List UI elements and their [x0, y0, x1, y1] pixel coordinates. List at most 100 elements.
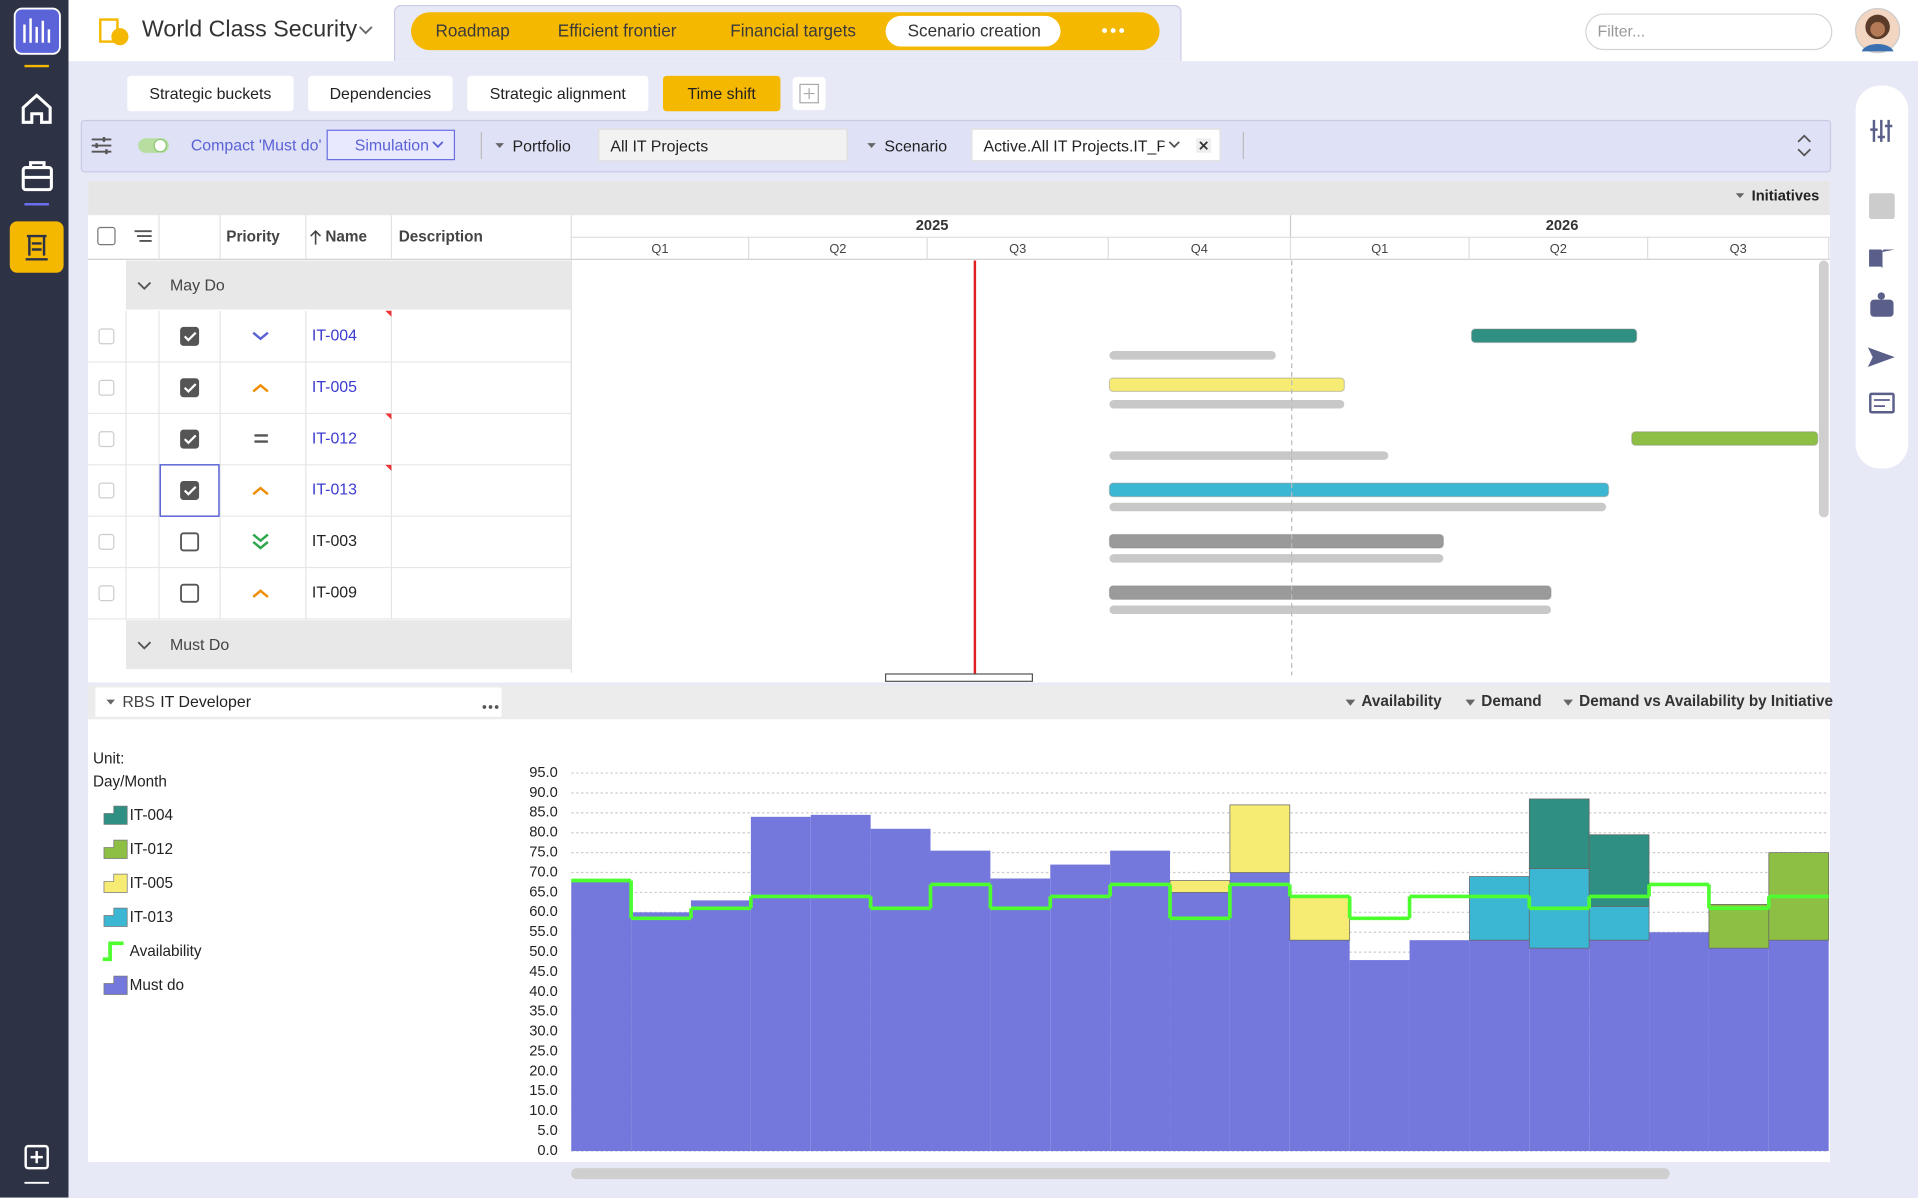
compact-toggle[interactable]: [137, 136, 171, 156]
portfolio-caret[interactable]: [494, 141, 506, 151]
range-handle[interactable]: [884, 673, 1034, 682]
tab-more[interactable]: [1098, 24, 1127, 36]
group-toggle[interactable]: [137, 281, 152, 290]
avatar[interactable]: [1854, 7, 1901, 54]
column-header[interactable]: Description: [399, 228, 483, 245]
in-scenario-checkbox[interactable]: [180, 532, 200, 552]
sidebar-icons: [9, 7, 64, 1184]
h-scrollbar[interactable]: [571, 1168, 1670, 1180]
rbs-caret[interactable]: [105, 697, 117, 707]
gantt-bar[interactable]: [1108, 377, 1345, 393]
unit-label: Unit:: [92, 749, 125, 767]
compact-label: Compact 'Must do': [190, 135, 322, 155]
priority-icon: [254, 434, 268, 443]
initiative-id[interactable]: IT-012: [312, 430, 357, 447]
select-all[interactable]: [97, 226, 116, 246]
quarter-label: Q4: [1191, 241, 1208, 256]
portfolio-select[interactable]: [598, 128, 848, 162]
initiative-id[interactable]: IT-013: [312, 482, 357, 499]
tree-icon: [134, 230, 152, 242]
bar-segment: [1229, 804, 1291, 873]
initiative-id[interactable]: IT-005: [312, 379, 357, 396]
column-header[interactable]: Name: [325, 228, 367, 245]
row-select[interactable]: [98, 585, 115, 602]
gantt-baseline: [1109, 502, 1607, 512]
in-scenario-checkbox[interactable]: [180, 429, 200, 449]
in-scenario-checkbox[interactable]: [180, 326, 200, 346]
bar-segment: [571, 880, 632, 1152]
menu-caret: [1465, 699, 1476, 706]
y-tick-label: 40.0: [529, 984, 558, 1000]
row-select[interactable]: [98, 379, 115, 396]
app-title: World Class Security: [141, 17, 358, 43]
y-tick-label: 65.0: [529, 884, 558, 900]
settings-icon[interactable]: [91, 135, 113, 157]
row-select[interactable]: [98, 482, 115, 499]
scenario-label: Scenario: [884, 136, 948, 156]
tab[interactable]: Scenario creation: [907, 20, 1041, 41]
add-tab[interactable]: [792, 77, 826, 111]
sidebar: [0, 0, 69, 1198]
separator: [480, 132, 482, 160]
row-select[interactable]: [98, 328, 115, 345]
legend-swatch: [103, 873, 128, 893]
tab[interactable]: Roadmap: [435, 20, 510, 41]
gantt-bar[interactable]: [1631, 431, 1819, 446]
menu[interactable]: Availability: [1361, 692, 1442, 710]
group-label: Must Do: [170, 637, 229, 654]
group-row: [125, 620, 572, 670]
collapse-toggle[interactable]: [1796, 132, 1813, 159]
priority-icon: [252, 533, 269, 550]
column-header[interactable]: Priority: [226, 228, 280, 245]
menu-caret: [1345, 699, 1356, 706]
bar-segment: [1529, 948, 1590, 1152]
subtab[interactable]: Strategic alignment: [467, 75, 649, 112]
right-panel-icons: [1867, 119, 1895, 414]
gantt-bar[interactable]: [1470, 328, 1638, 344]
filter-input[interactable]: [1585, 13, 1833, 51]
scenario-controls[interactable]: [1168, 138, 1212, 153]
in-scenario-checkbox[interactable]: [180, 378, 200, 398]
app-icon: [99, 18, 129, 46]
in-scenario-checkbox[interactable]: [180, 583, 200, 603]
menu[interactable]: Demand vs Availability by Initiative: [1579, 692, 1833, 710]
legend-label: IT-004: [130, 807, 174, 824]
y-tick-label: 10.0: [529, 1103, 558, 1119]
grid: In scenarioPriorityNameDescription202520…: [88, 215, 1830, 682]
scenario-value: Active.All IT Projects.IT_PM: [983, 136, 1165, 156]
filter-placeholder: Filter...: [1597, 22, 1646, 41]
rbs-more[interactable]: [481, 703, 501, 710]
subtab[interactable]: Time shift: [662, 75, 781, 112]
initiative-id[interactable]: IT-004: [312, 328, 357, 345]
check: [183, 383, 197, 393]
title-menu[interactable]: [357, 24, 374, 36]
subtab[interactable]: Strategic buckets: [127, 75, 294, 112]
bar-segment: [1169, 880, 1231, 893]
row-select[interactable]: [98, 533, 115, 550]
scenario-select[interactable]: [971, 128, 1221, 162]
menu[interactable]: Demand: [1481, 692, 1542, 710]
subtab[interactable]: Dependencies: [308, 75, 453, 112]
group-toggle[interactable]: [137, 641, 152, 650]
bar-segment: [1768, 940, 1829, 1152]
gantt-bar[interactable]: [1108, 533, 1444, 549]
in-scenario-checkbox[interactable]: [180, 481, 200, 500]
y-tick-label: 20.0: [529, 1063, 558, 1079]
y-tick-label: 75.0: [529, 845, 558, 861]
quarter-label: Q1: [1371, 241, 1388, 256]
scenario-caret[interactable]: [866, 141, 878, 151]
bar-segment: [1588, 834, 1650, 907]
gantt-bar[interactable]: [1108, 585, 1552, 600]
row-select[interactable]: [98, 431, 115, 448]
y-tick-label: 90.0: [529, 785, 558, 801]
gantt-bar[interactable]: [1108, 482, 1610, 498]
quarter-label: Q2: [829, 241, 846, 256]
tab[interactable]: Efficient frontier: [557, 20, 677, 41]
v-scrollbar[interactable]: [1818, 260, 1829, 518]
rbs-box[interactable]: [95, 687, 502, 717]
simulation-select[interactable]: [326, 129, 456, 161]
initiatives-caret[interactable]: [1735, 191, 1747, 201]
simulation-label: Simulation: [354, 135, 429, 155]
tab[interactable]: Financial targets: [730, 20, 856, 41]
